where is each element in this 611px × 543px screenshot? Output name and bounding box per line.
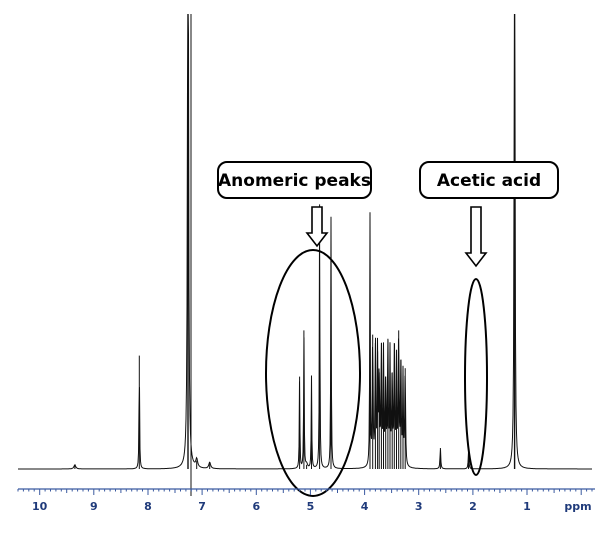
x-axis-ticks: 10 9 8 7 6 5 4 3 2 1: [17, 489, 593, 513]
x-axis: 10 9 8 7 6 5 4 3 2 1 ppm: [17, 488, 595, 513]
x-tick-label-1: 1: [523, 500, 531, 513]
spectrum-trace-group: [18, 13, 592, 496]
anomeric-label-text: Anomeric peaks: [218, 171, 371, 191]
spectrum-line: [18, 13, 592, 470]
acetic-acid-label-box: [419, 161, 559, 199]
acetic-acid-highlight-ellipse: [464, 278, 488, 476]
x-tick-label-4: 4: [361, 500, 369, 513]
acetic-acid-arrow: [464, 206, 488, 268]
x-tick-label-8: 8: [144, 500, 152, 513]
x-tick-label-6: 6: [252, 500, 260, 513]
anomeric-arrow: [305, 206, 329, 248]
x-axis-unit-label: ppm: [564, 500, 591, 513]
anomeric-highlight-ellipse: [265, 249, 361, 497]
acetic-acid-label-text: Acetic acid: [437, 171, 541, 191]
x-tick-label-10: 10: [32, 500, 48, 513]
x-tick-label-5: 5: [307, 500, 315, 513]
anomeric-label-box: [217, 161, 372, 199]
x-tick-label-7: 7: [198, 500, 206, 513]
x-tick-label-3: 3: [415, 500, 423, 513]
x-tick-label-9: 9: [90, 500, 98, 513]
x-tick-label-2: 2: [469, 500, 477, 513]
annotation-group: Anomeric peaks Acetic acid: [217, 161, 559, 497]
